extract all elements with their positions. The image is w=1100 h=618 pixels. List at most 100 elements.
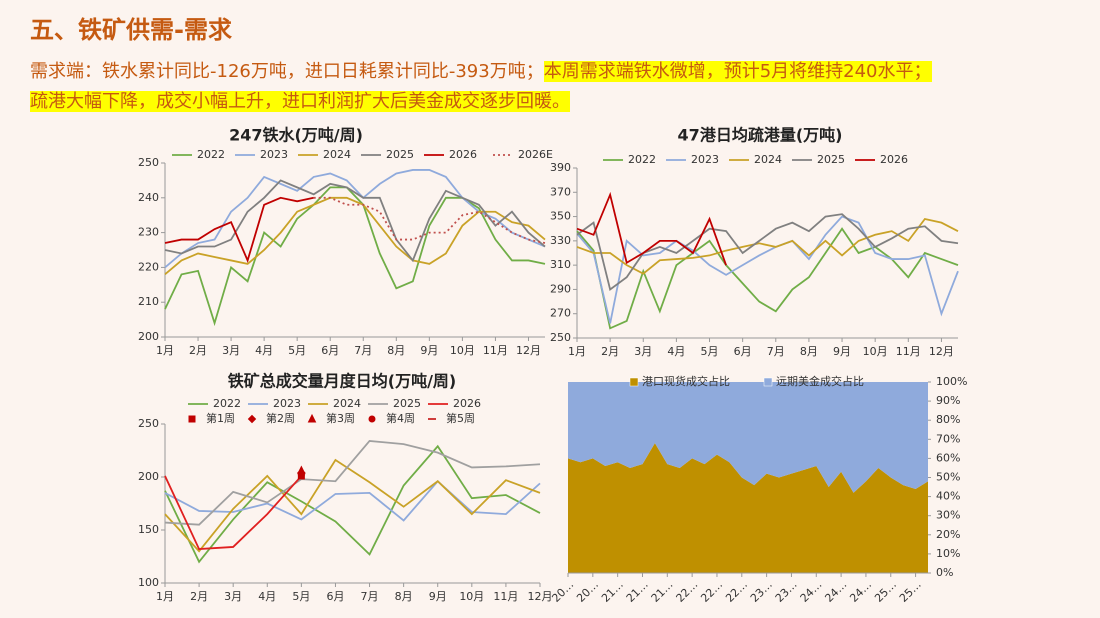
x-tick-label: 8月: [395, 590, 413, 603]
x-tick-label: 21…: [624, 578, 651, 605]
line: [576, 227, 959, 330]
chart-title: 247铁水(万吨/周): [229, 126, 363, 145]
x-tick-label: 9月: [420, 344, 438, 357]
line: [164, 169, 546, 269]
legend-label: 2026: [449, 148, 477, 161]
y-tick-label: 80%: [936, 413, 960, 426]
legend-label: 第2周: [266, 411, 295, 425]
legend-label: 2022: [213, 397, 241, 410]
legend-label: 2022: [197, 148, 225, 161]
y-tick-label: 40%: [936, 490, 960, 503]
area: [568, 443, 928, 573]
y-tick-label: 220: [138, 260, 159, 273]
legend-label: 2024: [754, 153, 782, 166]
marker: [247, 414, 257, 424]
y-tick-label: 230: [138, 226, 159, 239]
legend-label: 2026: [453, 397, 481, 410]
y-tick-label: 20%: [936, 528, 960, 541]
x-tick-label: 25…: [897, 578, 924, 605]
y-tick-label: 200: [138, 330, 159, 343]
slide-title: 五、铁矿供需-需求: [30, 16, 232, 44]
x-tick-label: 2月: [189, 344, 207, 357]
x-tick-label: 11月: [493, 590, 518, 603]
x-tick-label: 12月: [528, 590, 553, 603]
x-tick-label: 11月: [896, 345, 921, 358]
x-tick-label: 3月: [222, 344, 240, 357]
y-tick-label: 50%: [936, 471, 960, 484]
y-tick-label: 250: [138, 417, 159, 430]
legend-label: 第5周: [446, 411, 475, 425]
x-tick-label: 3月: [224, 590, 242, 603]
x-tick-label: 5月: [292, 590, 310, 603]
x-tick-label: 22…: [698, 578, 725, 605]
chart-title: 47港日均疏港量(万吨): [678, 126, 843, 145]
x-tick-label: 22…: [674, 578, 701, 605]
legend-label: 第4周: [386, 411, 415, 425]
x-tick-label: 6月: [326, 590, 344, 603]
description: 需求端：铁水累计同比-126万吨，进口日耗累计同比-393万吨；本周需求端铁水微…: [30, 57, 1090, 117]
line: [164, 475, 303, 551]
legend-label: 2025: [817, 153, 845, 166]
legend-label: 2025: [386, 148, 414, 161]
x-tick-label: 7月: [767, 345, 785, 358]
x-tick-label: 5月: [288, 344, 306, 357]
legend-label: 远期美金成交占比: [776, 374, 864, 388]
x-tick-label: 21…: [599, 578, 626, 605]
y-tick-label: 90%: [936, 394, 960, 407]
x-tick-label: 21…: [649, 578, 676, 605]
y-tick-label: 0%: [936, 566, 953, 579]
y-tick-label: 100: [138, 576, 159, 589]
legend-label: 2022: [628, 153, 656, 166]
x-tick-label: 8月: [800, 345, 818, 358]
line: [164, 458, 541, 553]
x-tick-label: 6月: [321, 344, 339, 357]
line: [576, 215, 959, 324]
y-tick-label: 30%: [936, 509, 960, 522]
y-tick-label: 310: [550, 258, 571, 271]
area: [568, 382, 928, 493]
line: [164, 179, 546, 263]
y-tick-label: 250: [138, 156, 159, 169]
y-tick-label: 60%: [936, 451, 960, 464]
legend-label: 2024: [323, 148, 351, 161]
x-tick-label: 7月: [361, 590, 379, 603]
line: [164, 479, 541, 522]
line: [164, 440, 541, 526]
y-tick-label: 10%: [936, 547, 960, 560]
x-tick-label: 7月: [354, 344, 372, 357]
x-tick-label: 2月: [601, 345, 619, 358]
y-tick-label: 70%: [936, 432, 960, 445]
x-tick-label: 11月: [483, 344, 508, 357]
x-tick-label: 4月: [258, 590, 276, 603]
x-tick-label: 25…: [872, 578, 899, 605]
y-tick-label: 100%: [936, 375, 967, 388]
legend-label: 2025: [393, 397, 421, 410]
legend-label: 2024: [333, 397, 361, 410]
marker: [297, 471, 305, 479]
x-tick-label: 10月: [459, 590, 484, 603]
x-tick-label: 9月: [833, 345, 851, 358]
x-tick-label: 24…: [798, 578, 825, 605]
x-tick-label: 5月: [701, 345, 719, 358]
line: [576, 191, 727, 266]
x-tick-label: 4月: [255, 344, 273, 357]
x-tick-label: 12月: [929, 345, 954, 358]
description-highlight: 本周需求端铁水微增，预计5月将维持240水平；: [543, 61, 932, 82]
legend-label: 2023: [260, 148, 288, 161]
y-tick-label: 240: [138, 191, 159, 204]
x-tick-label: 20…: [549, 578, 576, 605]
marker: [368, 415, 376, 423]
x-tick-label: 20…: [574, 578, 601, 605]
x-tick-label: 23…: [748, 578, 775, 605]
line: [313, 196, 546, 244]
marker: [188, 415, 196, 423]
y-tick-label: 200: [138, 470, 159, 483]
x-tick-label: 1月: [156, 344, 174, 357]
legend-label: 2023: [691, 153, 719, 166]
legend-label: 港口现货成交占比: [642, 374, 730, 388]
line: [576, 217, 959, 275]
x-tick-label: 9月: [429, 590, 447, 603]
x-tick-label: 6月: [734, 345, 752, 358]
y-tick-label: 370: [550, 185, 571, 198]
